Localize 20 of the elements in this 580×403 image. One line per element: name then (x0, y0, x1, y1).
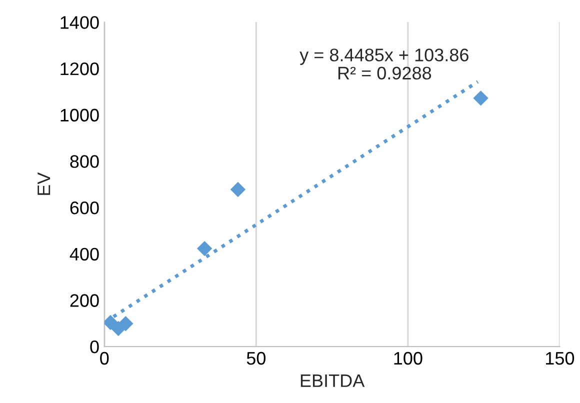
x-tick-label: 50 (246, 352, 266, 365)
y-tick-label: 600 (70, 201, 99, 214)
point (118, 316, 134, 332)
annotation: y = 8.4485x + 103.86 R² = 0.9288 (300, 48, 468, 80)
y-tick-label: 1000 (60, 108, 99, 122)
x-tick-label: 0 (100, 352, 109, 365)
y-tick-label: 400 (70, 248, 99, 261)
x-axis-title: EBITDA (300, 374, 365, 387)
y-tick-label: 1400 (60, 16, 99, 29)
y-tick-label: 0 (90, 340, 99, 354)
x-tick-label: 150 (546, 352, 574, 365)
x-tick-label: 100 (394, 352, 422, 365)
y-tick-label: 800 (70, 155, 99, 168)
y-tick-label: 200 (70, 294, 99, 307)
y-axis-title: EV (38, 172, 50, 195)
point (104, 314, 118, 330)
point (230, 182, 246, 198)
point (196, 240, 212, 256)
y-tick-label: 1200 (60, 62, 99, 76)
point (473, 90, 488, 106)
